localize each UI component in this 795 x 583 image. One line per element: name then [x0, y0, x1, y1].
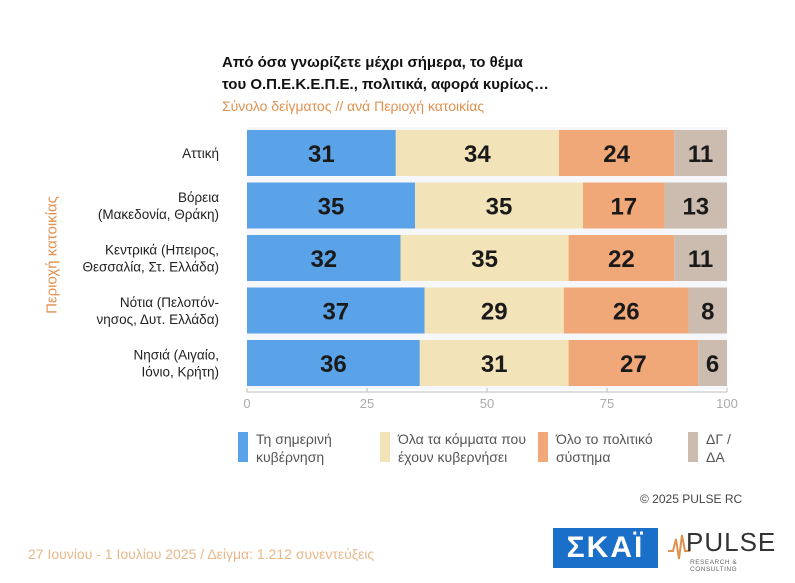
bar-olo-systima-4: [568, 340, 699, 386]
bar-kyvernisi-3: [247, 287, 425, 334]
chart-title-line-1: Από όσα γνωρίζετε μέχρι σήμερα, το θέμα: [222, 54, 523, 71]
x-tick-label-1: 25: [360, 396, 374, 411]
legend-label-olo-systima: Όλο το πολιτικό σύστημα: [556, 431, 653, 465]
bar-olo-systima-0: [559, 130, 675, 176]
bar-ola-kommata-4: [419, 340, 569, 386]
bar-ola-kommata-1: [415, 182, 583, 229]
legend-swatch-olo-systima: [538, 432, 548, 462]
survey-footer: 27 Ιουνίου - 1 Ιουλίου 2025 / Δείγμα: 1.…: [28, 546, 375, 562]
category-label-4-1: Ιόνιο, Κρήτη): [141, 365, 219, 380]
chart-subtitle: Σύνολο δείγματος // ανά Περιοχή κατοικία…: [222, 98, 485, 114]
bar-olo-systima-3: [563, 287, 689, 334]
legend-label-ola-kommata: Όλα τα κόμματα που έχουν κυβερνήσει: [398, 431, 526, 465]
legend-swatch-dg-da: [688, 432, 698, 462]
x-tick-label-2: 50: [480, 396, 494, 411]
data-label-kyvernisi-4: 36: [320, 351, 347, 378]
legend-item-dg-da: ΔΓ / ΔΑ: [688, 430, 766, 466]
data-label-dg-da-1: 13: [682, 194, 709, 221]
category-label-3-0: Νότια (Πελοπόν-: [120, 295, 219, 310]
bar-dg-da-4: [698, 340, 727, 386]
data-label-dg-da-4: 6: [706, 351, 719, 378]
bar-ola-kommata-0: [395, 130, 559, 176]
data-label-kyvernisi-0: 31: [308, 141, 335, 168]
legend-swatch-kyvernisi: [238, 432, 248, 462]
data-label-ola-kommata-0: 34: [464, 141, 491, 168]
data-label-olo-systima-3: 26: [613, 299, 640, 326]
data-label-ola-kommata-3: 29: [481, 299, 508, 326]
x-tick-label-4: 100: [716, 396, 738, 411]
category-label-2-1: Θεσσαλία, Στ. Ελλάδα): [83, 260, 220, 275]
bar-olo-systima-1: [583, 182, 665, 229]
pulse-logo: PULSE RESEARCH & CONSULTING: [668, 527, 783, 573]
chart-title: Από όσα γνωρίζετε μέχρι σήμερα, το θέμα …: [222, 52, 642, 96]
data-label-dg-da-0: 11: [688, 141, 713, 168]
skai-logo: ΣΚΑΪ: [553, 528, 658, 568]
bar-kyvernisi-0: [247, 130, 396, 176]
pulse-tagline: RESEARCH & CONSULTING: [690, 559, 738, 573]
data-label-olo-systima-1: 17: [610, 194, 637, 221]
data-label-olo-systima-0: 24: [603, 141, 630, 168]
legend-label-kyvernisi: Τη σημερινή κυβέρνηση: [256, 431, 332, 465]
category-label-3-1: νησος, Δυτ. Ελλάδα): [96, 312, 219, 327]
data-label-ola-kommata-1: 35: [486, 194, 513, 221]
data-label-olo-systima-4: 27: [620, 351, 647, 378]
category-label-1-0: Βόρεια: [178, 190, 219, 205]
legend-item-olo-systima: Όλο το πολιτικό σύστημα: [538, 430, 676, 466]
bar-dg-da-2: [674, 235, 727, 281]
pulse-wordmark: PULSE: [686, 527, 777, 557]
bar-kyvernisi-4: [247, 340, 420, 386]
pulse-wave-icon: [668, 534, 690, 560]
x-tick-label-0: 0: [243, 396, 250, 411]
bar-olo-systima-2: [568, 235, 675, 281]
data-label-kyvernisi-3: 37: [322, 299, 349, 326]
category-label-0-0: Αττική: [182, 146, 219, 161]
legend-swatch-ola-kommata: [380, 432, 390, 462]
bar-ola-kommata-3: [424, 287, 564, 334]
copyright: © 2025 PULSE RC: [640, 492, 743, 506]
legend-label-dg-da: ΔΓ / ΔΑ: [706, 431, 731, 465]
category-label-1-1: (Μακεδονία, Θράκη): [98, 207, 219, 222]
data-label-dg-da-2: 11: [688, 246, 713, 273]
bar-dg-da-0: [674, 130, 727, 176]
chart-title-line-2: του Ο.Π.Ε.Κ.Ε.Π.Ε., πολιτικά, αφορά κυρί…: [222, 76, 549, 93]
bar-dg-da-1: [664, 182, 727, 229]
bar-ola-kommata-2: [400, 235, 569, 281]
data-label-olo-systima-2: 22: [608, 246, 635, 273]
data-label-kyvernisi-1: 35: [318, 194, 345, 221]
x-tick-label-3: 75: [600, 396, 614, 411]
stacked-bar-chart: 31 34 24 11 Αττική 35 35 17 13 Βόρεια (Μακεδονία, …: [82, 130, 738, 411]
data-label-kyvernisi-2: 32: [310, 246, 337, 273]
data-label-dg-da-3: 8: [701, 299, 714, 326]
bar-dg-da-3: [688, 287, 727, 334]
bar-kyvernisi-1: [247, 182, 415, 229]
data-label-ola-kommata-4: 31: [481, 351, 508, 378]
category-label-2-0: Κεντρικά (Ηπειρος,: [105, 243, 219, 258]
data-label-ola-kommata-2: 35: [471, 246, 498, 273]
legend-item-kyvernisi: Τη σημερινή κυβέρνηση: [238, 430, 376, 466]
bar-kyvernisi-2: [247, 235, 401, 281]
category-label-4-0: Νησιά (Αιγαίο,: [134, 348, 219, 363]
legend-item-ola-kommata: Όλα τα κόμματα που έχουν κυβερνήσει: [380, 430, 548, 466]
